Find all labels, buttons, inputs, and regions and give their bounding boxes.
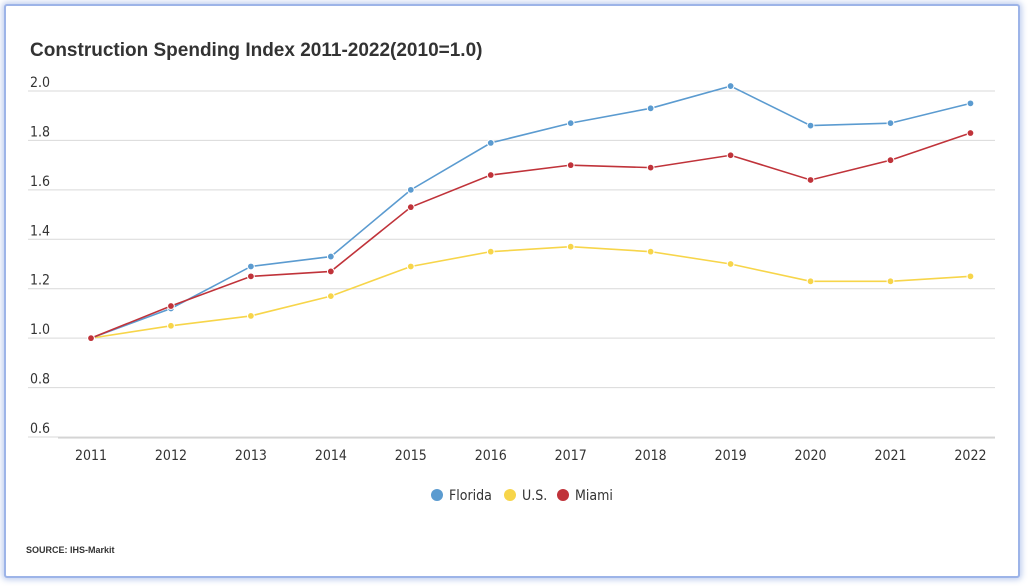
data-point	[167, 321, 175, 330]
data-point	[486, 247, 495, 256]
data-point	[326, 292, 335, 301]
y-tick-label: 1.6	[30, 174, 50, 190]
source-note: SOURCE: IHS-Markit	[26, 545, 115, 555]
x-tick-label: 2019	[715, 448, 747, 464]
data-point	[247, 312, 255, 320]
x-tick-label: 2021	[874, 448, 906, 464]
data-point	[646, 247, 655, 256]
data-point	[806, 277, 815, 286]
data-point	[326, 267, 335, 276]
data-point	[486, 139, 495, 147]
data-point	[406, 203, 415, 212]
series-lines	[87, 82, 975, 343]
y-tick-label: 0.6	[30, 421, 50, 437]
series-line	[90, 85, 971, 339]
data-point	[806, 176, 815, 184]
data-point	[726, 82, 735, 90]
chart-frame	[4, 4, 1020, 578]
legend: Florida U.S. Miami	[431, 488, 613, 504]
legend-marker	[504, 489, 516, 501]
data-point	[326, 252, 335, 261]
data-point	[646, 163, 655, 172]
series-line	[90, 245, 971, 339]
legend-marker	[557, 489, 569, 501]
x-tick-label: 2016	[475, 448, 507, 464]
data-point	[966, 99, 975, 108]
data-point	[406, 185, 415, 194]
legend-label: Miami	[575, 488, 613, 504]
x-tick-label: 2020	[795, 448, 827, 464]
legend-label: U.S.	[522, 488, 547, 504]
x-tick-label: 2013	[235, 448, 267, 464]
data-point	[886, 119, 895, 128]
x-tick-label: 2022	[954, 448, 986, 464]
x-tick-label: 2011	[75, 448, 107, 464]
data-point	[247, 262, 255, 271]
data-point	[87, 334, 95, 343]
data-point	[806, 121, 815, 130]
series-florida	[87, 82, 975, 343]
series-miami	[87, 129, 975, 343]
data-point	[566, 119, 575, 128]
grid-lines	[28, 90, 995, 439]
y-axis-ticks: 2.0 1.8 1.6 1.4 1.2 1.0 0.8 0.6	[30, 75, 50, 437]
y-tick-label: 1.8	[30, 124, 50, 140]
series-line	[90, 132, 971, 339]
y-tick-label: 1.4	[30, 223, 50, 239]
data-point	[646, 104, 655, 113]
data-point	[886, 156, 895, 165]
x-axis-ticks: 2011 2012 2013 2014 2015 2016 2017 2018 2019 2020…	[75, 448, 986, 464]
data-point	[966, 129, 975, 137]
y-tick-label: 1.2	[30, 273, 50, 289]
x-tick-label: 2017	[555, 448, 587, 464]
x-tick-label: 2014	[315, 448, 347, 464]
legend-label: Florida	[449, 488, 492, 504]
y-tick-label: 1.0	[30, 322, 50, 338]
data-point	[886, 277, 895, 286]
legend-marker	[431, 489, 443, 501]
x-tick-label: 2012	[155, 448, 187, 464]
x-tick-label: 2018	[635, 448, 667, 464]
data-point	[966, 272, 975, 281]
y-tick-label: 0.8	[30, 372, 50, 388]
data-point	[566, 161, 575, 170]
data-point	[167, 302, 175, 310]
y-tick-label: 2.0	[30, 75, 50, 91]
data-point	[247, 272, 255, 281]
series-u-s-	[87, 242, 975, 343]
data-point	[486, 171, 495, 179]
data-point	[566, 242, 575, 251]
data-point	[726, 260, 735, 268]
data-point	[406, 262, 415, 271]
chart-title: Construction Spending Index 2011-2022(20…	[30, 40, 483, 61]
data-point	[726, 151, 735, 160]
x-tick-label: 2015	[395, 448, 427, 464]
